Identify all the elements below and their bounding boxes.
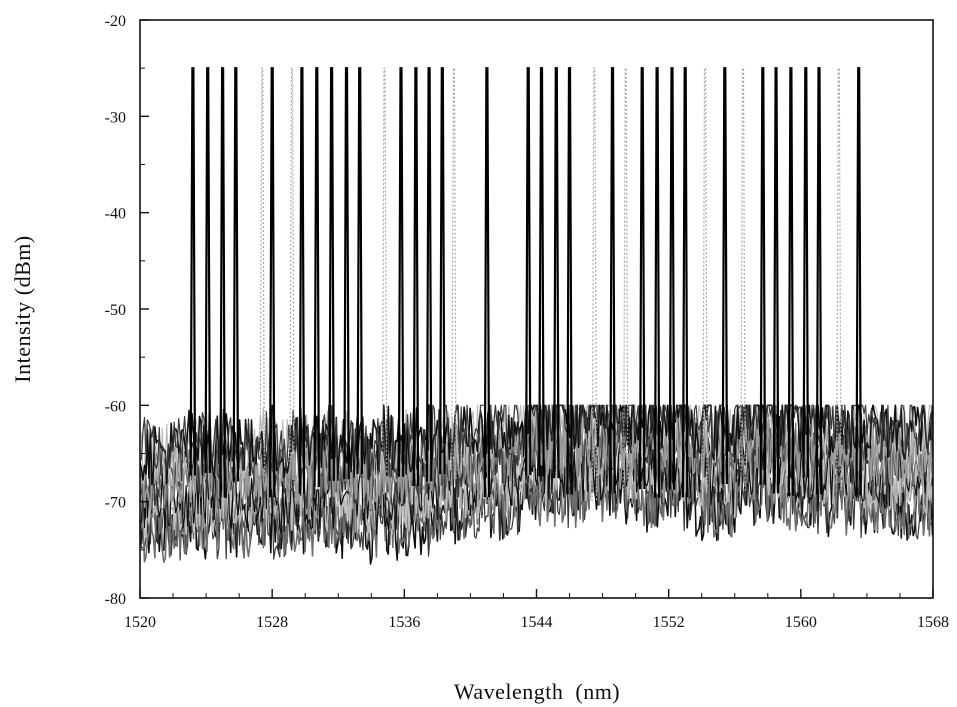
x-tick-label: 1520	[124, 614, 156, 631]
y-tick-label: -30	[105, 109, 126, 126]
y-axis-ticks: -20 -30 -40 -50 -60 -70 -80	[105, 13, 149, 608]
peak-mark	[538, 67, 545, 477]
peak-mark	[591, 67, 598, 502]
peak-mark	[219, 67, 226, 498]
wavelength-peaks	[189, 67, 862, 502]
x-axis-title: Wavelength (nm)	[454, 679, 620, 704]
peak-mark	[439, 67, 446, 475]
peak-mark	[343, 67, 350, 480]
peak-mark	[397, 67, 405, 477]
peak-mark	[289, 67, 295, 490]
x-tick-label: 1560	[785, 614, 817, 631]
peak-mark	[639, 67, 646, 490]
peak-mark	[425, 67, 433, 482]
noise-traces	[139, 404, 934, 565]
peak-mark	[298, 67, 306, 494]
y-tick-label: -50	[105, 302, 126, 319]
peak-mark	[668, 67, 676, 490]
peak-mark	[553, 67, 560, 479]
x-axis-ticks: 1520 1528 1536 1544 1552 1560 1568	[124, 589, 949, 631]
peak-mark	[204, 67, 211, 473]
y-tick-label: -60	[105, 398, 126, 415]
y-tick-label: -40	[105, 206, 126, 223]
peak-mark	[681, 67, 689, 498]
peak-mark	[259, 67, 265, 478]
peak-mark	[268, 67, 276, 498]
peak-mark	[653, 67, 661, 498]
x-tick-label: 1544	[521, 614, 553, 631]
peak-mark	[412, 67, 420, 487]
noise-trace	[139, 404, 934, 486]
peak-mark	[815, 67, 823, 495]
y-axis-title: Intensity (dBm)	[10, 235, 35, 382]
peak-mark	[232, 67, 240, 482]
x-tick-label: 1568	[917, 614, 949, 631]
peak-mark	[189, 67, 197, 476]
peak-mark	[855, 67, 862, 496]
peak-mark	[451, 67, 457, 479]
y-tick-label: -80	[105, 591, 126, 608]
x-tick-label: 1528	[256, 614, 288, 631]
peak-mark	[772, 67, 780, 494]
peak-mark	[566, 67, 573, 495]
peak-mark	[483, 67, 491, 498]
x-tick-label: 1552	[653, 614, 685, 631]
peak-mark	[787, 67, 795, 496]
peak-mark	[313, 67, 320, 488]
peak-mark	[525, 67, 532, 476]
peak-mark	[802, 67, 809, 478]
peak-mark	[702, 67, 708, 488]
noise-trace	[139, 419, 934, 535]
y-tick-label: -20	[105, 13, 126, 30]
x-tick-label: 1536	[388, 614, 420, 631]
peak-mark	[381, 67, 388, 474]
peak-mark	[328, 67, 335, 481]
y-tick-label: -70	[105, 495, 126, 512]
noise-trace	[139, 404, 934, 483]
peak-mark	[759, 67, 767, 485]
peak-mark	[721, 67, 729, 485]
peak-mark	[356, 67, 363, 475]
peak-mark	[609, 67, 616, 494]
